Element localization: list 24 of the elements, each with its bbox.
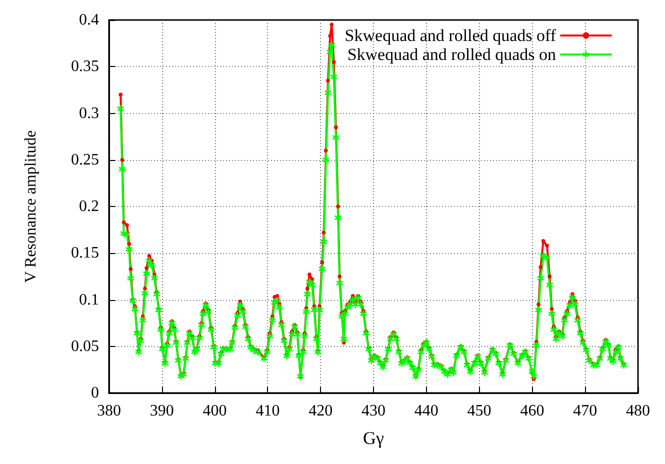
x-tick-label: 400 — [202, 402, 227, 420]
x-tick-label: 390 — [150, 402, 174, 420]
x-axis-title: Gγ — [363, 428, 384, 448]
y-tick-label: 0.3 — [79, 104, 99, 122]
legend-label: Skwequad and rolled quads off — [344, 26, 556, 45]
x-tick-label: 440 — [414, 402, 438, 420]
x-tick-label: 450 — [467, 402, 492, 420]
x-tick-label: 380 — [97, 402, 121, 420]
y-tick-label: 0.4 — [79, 12, 99, 28]
y-tick-label: 0.25 — [71, 151, 99, 168]
y-tick-label: 0.15 — [71, 244, 99, 262]
x-tick-label: 460 — [520, 402, 544, 420]
y-tick-label: 0.2 — [79, 198, 99, 215]
x-tick-label: 470 — [573, 402, 598, 420]
x-tick-label: 410 — [256, 402, 280, 420]
x-tick-label: 430 — [362, 402, 386, 420]
y-tick-label: 0.05 — [71, 338, 99, 355]
x-tick-label: 420 — [308, 402, 333, 420]
legend-label: Skwequad and rolled quads on — [347, 45, 556, 64]
y-axis-title: V Resonance amplitude — [22, 130, 40, 283]
y-tick-label: 0.35 — [71, 58, 99, 76]
x-tick-label: 480 — [626, 402, 650, 420]
y-tick-label: 0.1 — [79, 291, 99, 308]
y-tick-label: 0 — [91, 384, 99, 402]
